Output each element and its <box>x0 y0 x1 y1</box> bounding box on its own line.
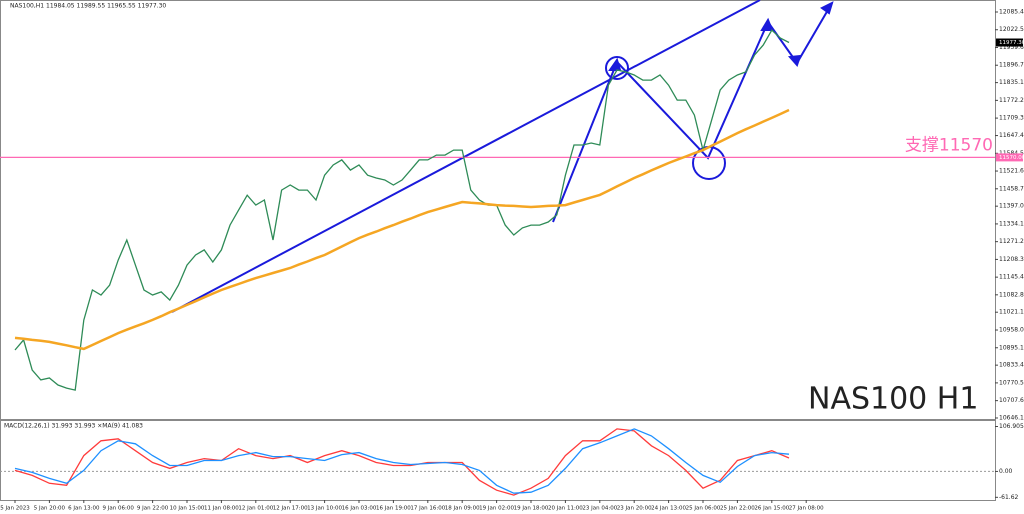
x-tick-label: 24 Jan 13:00 <box>651 506 686 512</box>
y-tick-label: 0.00 <box>999 468 1013 475</box>
y-tick-label: 106.905 <box>999 423 1024 430</box>
x-tick-label: 11 Jan 08:00 <box>204 506 239 512</box>
y-tick-label: 10707.65 <box>999 397 1024 404</box>
support-label: 支撑11570 <box>905 135 993 155</box>
y-tick-label: 10958.00 <box>999 327 1024 334</box>
x-tick-label: 10 Jan 15:00 <box>170 506 205 512</box>
x-tick-label: 17 Jan 16:00 <box>410 506 445 512</box>
symbol-annotation: NAS100 H1 <box>808 382 978 417</box>
zigzag-arrow <box>552 2 833 223</box>
y-tick-label: 11458.70 <box>999 185 1024 192</box>
y-tick-label: 12022.55 <box>999 26 1024 33</box>
y-tick-label: 11021.15 <box>999 309 1024 316</box>
y-tick-label: 11772.20 <box>999 97 1024 104</box>
x-tick-label: 12 Jan 17:00 <box>273 506 308 512</box>
x-tick-label: 23 Jan 20:00 <box>617 506 652 512</box>
x-tick-label: 16 Jan 03:00 <box>342 506 377 512</box>
x-tick-label: 13 Jan 10:00 <box>307 506 342 512</box>
support-tag-bg <box>996 153 1023 162</box>
y-tick-label: 11521.60 <box>999 168 1024 175</box>
x-tick-label: 23 Jan 04:00 <box>582 506 617 512</box>
x-tick-label: 26 Jan 15:00 <box>754 506 789 512</box>
x-tick-label: 9 Jan 06:00 <box>103 506 135 512</box>
trend-line <box>171 0 761 313</box>
y-tick-label: 11145.45 <box>999 274 1024 281</box>
y-tick-label: -61.62 <box>999 494 1019 501</box>
y-tick-label: 12085.45 <box>999 9 1024 16</box>
series-line <box>14 428 790 494</box>
y-tick-label: 10770.55 <box>999 379 1024 386</box>
y-tick-label: 11584.50 <box>999 150 1024 157</box>
x-tick-label: 19 Jan 18:00 <box>514 506 549 512</box>
support-tag: 11570.00 <box>999 155 1024 161</box>
y-tick-label: 10895.10 <box>999 344 1024 351</box>
x-tick-label: 5 Jan 20:00 <box>34 506 66 512</box>
arrow-head <box>608 57 622 71</box>
y-tick-label: 10833.45 <box>999 362 1024 369</box>
y-tick-label: 11334.15 <box>999 220 1024 227</box>
y-tick-label: 11082.80 <box>999 291 1024 298</box>
arrow-head <box>787 54 802 67</box>
x-tick-label: 9 Jan 22:00 <box>137 506 169 512</box>
price-tag: 11977.30 <box>999 40 1024 46</box>
x-tick-label: 16 Jan 19:00 <box>376 506 411 512</box>
price-tag-bg <box>996 38 1023 47</box>
series-line <box>14 428 790 496</box>
x-tick-label: 6 Jan 13:00 <box>68 506 100 512</box>
arrow-head <box>760 17 774 31</box>
x-tick-label: 12 Jan 01:00 <box>238 506 273 512</box>
x-tick-label: 27 Jan 08:00 <box>789 506 824 512</box>
y-tick-label: 11397.05 <box>999 203 1024 210</box>
y-tick-label: 11208.35 <box>999 256 1024 263</box>
y-tick-label: 10646.15 <box>999 414 1024 421</box>
y-tick-label: 11835.10 <box>999 79 1024 86</box>
y-tick-label: 11959.65 <box>999 44 1024 51</box>
series-line <box>14 108 790 351</box>
y-tick-label: 11896.75 <box>999 62 1024 69</box>
x-tick-label: 25 Jan 06:00 <box>686 506 721 512</box>
x-tick-label: 18 Jan 09:00 <box>445 506 480 512</box>
series-line <box>14 29 790 391</box>
x-tick-label: 20 Jan 11:00 <box>548 506 583 512</box>
macd-title: MACD(12,26,1) 31.993 31.993 ×MA(9) 41.08… <box>4 423 143 430</box>
y-tick-label: 11709.30 <box>999 115 1024 122</box>
annotations <box>171 0 834 313</box>
macd-panel <box>0 420 996 501</box>
y-tick-label: 11647.40 <box>999 132 1024 139</box>
x-tick-label: 5 Jan 2023 <box>0 506 30 512</box>
x-tick-label: 25 Jan 22:00 <box>720 506 755 512</box>
chart-title: NAS100,H1 11984.05 11989.55 11965.55 119… <box>10 3 166 10</box>
circle-marker <box>605 56 629 80</box>
x-tick-label: 19 Jan 02:00 <box>479 506 514 512</box>
y-tick-label: 11271.25 <box>999 238 1024 245</box>
arrow-head <box>820 1 834 15</box>
